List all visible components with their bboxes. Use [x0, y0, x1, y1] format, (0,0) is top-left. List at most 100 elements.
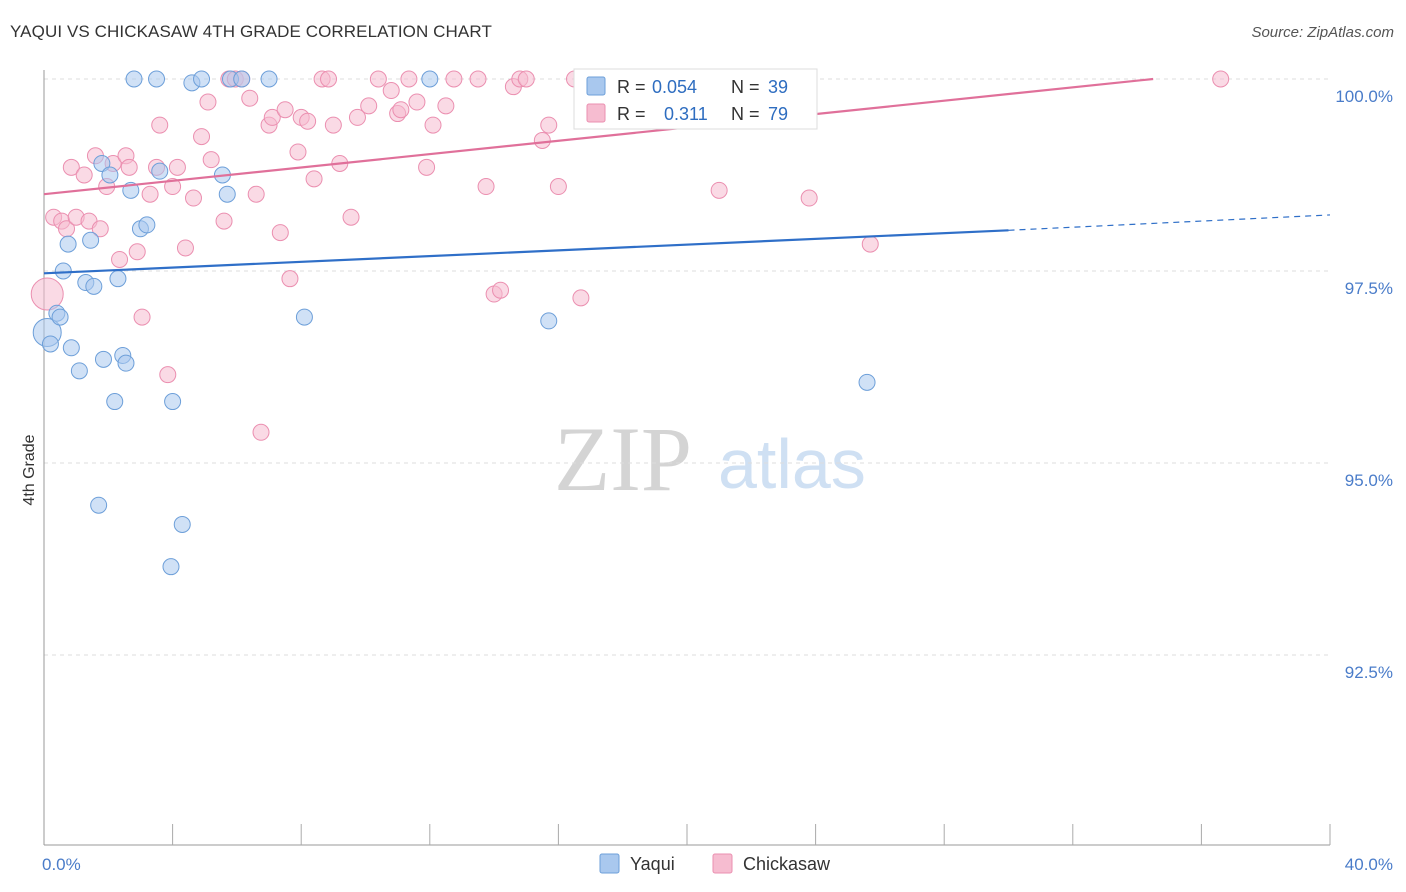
stats-yaqui-r-value: 0.054 — [652, 77, 697, 97]
chickasaw-point — [320, 70, 338, 88]
yaqui-point — [151, 162, 169, 180]
chickasaw-point — [305, 170, 323, 188]
chickasaw-point — [263, 108, 281, 126]
y-tick-label: 95.0% — [1345, 471, 1393, 490]
chickasaw-point — [168, 158, 186, 176]
chickasaw-point — [342, 208, 360, 226]
stats-chickasaw-n-value: 79 — [768, 104, 788, 124]
legend-yaqui-swatch — [599, 853, 620, 874]
yaqui-point — [260, 70, 278, 88]
chickasaw-point — [75, 166, 93, 184]
chickasaw-point — [159, 366, 177, 384]
stats-box-frame — [573, 68, 818, 130]
stats-chickasaw-r-label: R = — [617, 104, 646, 124]
chickasaw-point — [348, 108, 366, 126]
chickasaw-point — [289, 143, 307, 161]
chickasaw-point — [299, 112, 317, 130]
chickasaw-point — [247, 185, 265, 203]
stats-chickasaw-r-value: 0.311 — [664, 104, 708, 124]
yaqui-point — [70, 362, 88, 380]
chart-title: YAQUI VS CHICKASAW 4TH GRADE CORRELATION… — [10, 22, 492, 41]
stats-yaqui-n-label: N = — [731, 77, 760, 97]
watermark: ZIP atlas — [554, 408, 866, 510]
chart-source: Source: ZipAtlas.com — [1251, 24, 1394, 41]
chickasaw-point — [164, 178, 182, 196]
legend: Yaqui Chickasaw — [599, 853, 831, 874]
chickasaw-point — [324, 116, 342, 134]
chickasaw-point — [800, 189, 818, 207]
chickasaw-trendline — [43, 77, 1154, 196]
yaqui-point — [164, 393, 182, 411]
x-tick-labels: 0.0% 40.0% — [42, 855, 1393, 874]
yaqui-point — [138, 216, 156, 234]
stats-yaqui-r-label: R = — [617, 77, 646, 97]
chickasaw-point — [30, 277, 64, 311]
chickasaw-point — [202, 151, 220, 169]
yaqui-point — [101, 166, 119, 184]
chickasaw-point — [382, 82, 400, 100]
chickasaw-point — [861, 235, 879, 253]
chickasaw-point — [469, 70, 487, 88]
stats-yaqui-swatch — [586, 76, 606, 96]
yaqui-point — [94, 350, 112, 368]
yaqui-point — [51, 308, 69, 326]
chickasaw-point — [91, 220, 109, 238]
chickasaw-point — [120, 158, 138, 176]
yaqui-point — [162, 558, 180, 576]
axes — [43, 70, 1331, 846]
yaqui-point — [109, 270, 127, 288]
chickasaw-point — [445, 70, 463, 88]
chickasaw-point — [408, 93, 426, 111]
x-tick-label: 40.0% — [1345, 855, 1393, 874]
yaqui-point — [117, 354, 135, 372]
y-tick-label: 97.5% — [1345, 279, 1393, 298]
chickasaw-point — [215, 212, 233, 230]
yaqui-point — [59, 235, 77, 253]
yaqui-point — [218, 185, 236, 203]
x-tick-label: 0.0% — [42, 855, 81, 874]
yaqui-point — [173, 515, 191, 533]
stats-chickasaw-swatch — [586, 103, 606, 123]
yaqui-point — [41, 335, 59, 353]
chickasaw-point — [281, 270, 299, 288]
chickasaw-point — [141, 185, 159, 203]
chickasaw-point — [128, 243, 146, 261]
chickasaw-point — [424, 116, 442, 134]
legend-chickasaw-label: Chickasaw — [743, 854, 831, 874]
chickasaw-point — [492, 281, 510, 299]
chickasaw-point — [572, 289, 590, 307]
trendlines — [43, 77, 1331, 275]
yaqui-point — [125, 70, 143, 88]
yaqui-trendline — [43, 229, 1009, 275]
stats-box: R = 0.054 N = 39 R = 0.311 N = 79 — [573, 68, 818, 130]
chickasaw-point — [418, 158, 436, 176]
yaqui-point — [540, 312, 558, 330]
y-tick-label: 92.5% — [1345, 663, 1393, 682]
stats-yaqui-n-value: 39 — [768, 77, 788, 97]
chickasaw-point — [252, 423, 270, 441]
chickasaw-point — [360, 97, 378, 115]
chickasaw-point — [437, 97, 455, 115]
chickasaw-point — [477, 178, 495, 196]
chickasaw-point — [400, 70, 418, 88]
yaqui-point — [54, 262, 72, 280]
yaqui-point — [82, 231, 100, 249]
yaqui-point — [193, 70, 211, 88]
yaqui-point — [148, 70, 166, 88]
chickasaw-point — [271, 224, 289, 242]
stats-chickasaw-n-label: N = — [731, 104, 760, 124]
chickasaw-point — [176, 239, 194, 257]
yaqui-point — [858, 373, 876, 391]
chickasaw-point — [133, 308, 151, 326]
chickasaw-point — [184, 189, 202, 207]
chickasaw-point — [517, 70, 535, 88]
chickasaw-point — [549, 178, 567, 196]
y-tick-labels: 100.0% 97.5% 95.0% 92.5% — [1335, 87, 1393, 682]
chickasaw-point — [151, 116, 169, 134]
chickasaw-point — [111, 250, 129, 268]
yaqui-trendline-extension — [1008, 214, 1331, 231]
chickasaw-point — [710, 181, 728, 199]
chickasaw-point — [199, 93, 217, 111]
y-tick-label: 100.0% — [1335, 87, 1393, 106]
